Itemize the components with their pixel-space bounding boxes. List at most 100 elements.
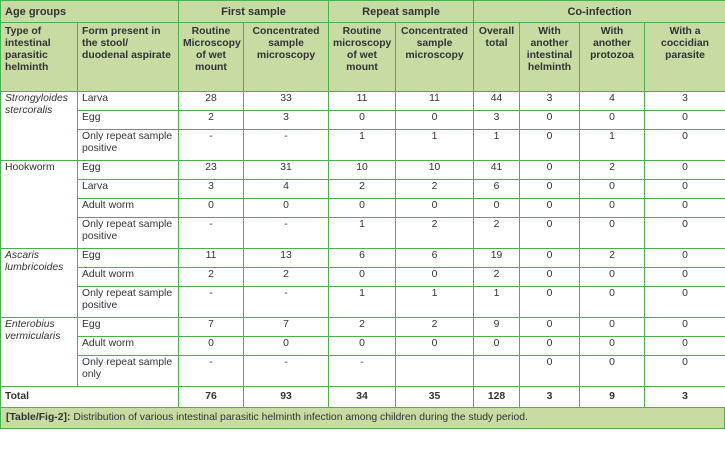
value-cell: 0 (519, 160, 580, 180)
value-cell: 2 (579, 248, 645, 268)
value-cell: 0 (519, 248, 580, 268)
value-cell: 0 (579, 198, 645, 218)
col-concentrated-first: Concentrated sample microscopy (243, 22, 329, 92)
form-cell: Only repeat sample positive (77, 129, 179, 161)
value-cell: 2 (395, 317, 474, 337)
value-cell (473, 355, 520, 387)
value-cell: - (178, 355, 244, 387)
value-cell: 2 (395, 179, 474, 199)
value-cell: 19 (473, 248, 520, 268)
table-row: Only repeat sample only - - -0 0 0 (1, 355, 725, 387)
value-cell: 0 (473, 336, 520, 356)
value-cell: 31 (243, 160, 329, 180)
table-row: Ascaris lumbricoides Egg 11 13 6 6 19 0 2 0 (0, 248, 725, 318)
value-cell: 0 (579, 336, 645, 356)
value-cell: 0 (579, 355, 645, 387)
value-cell: - (178, 286, 244, 318)
helminth-distribution-table: Age groups First sample Repeat sample Co… (0, 0, 725, 408)
value-cell: 0 (519, 286, 580, 318)
value-cell: 0 (519, 110, 580, 130)
table-row: Only repeat sample positive - -1 1 1 0 0 0 (1, 286, 725, 318)
value-cell: 3 (243, 110, 329, 130)
value-cell: 1 (328, 286, 396, 318)
value-cell: - (243, 355, 329, 387)
value-cell: 2 (243, 267, 329, 287)
form-cell: Only repeat sample positive (77, 217, 179, 249)
total-value-cell: 34 (328, 386, 396, 408)
value-cell: 3 (643, 91, 725, 111)
value-cell: 0 (328, 336, 396, 356)
value-cell: 0 (519, 129, 580, 161)
organism-cell: Strongyloides stercoralis (0, 91, 78, 161)
table-row: Only repeat sample positive - -1 2 2 0 0 0 (1, 217, 725, 249)
value-cell: 11 (328, 91, 396, 111)
total-row: Total 76 93 34 35 128 3 9 3 (0, 386, 725, 408)
value-cell: 0 (643, 179, 725, 199)
value-cell: 0 (643, 198, 725, 218)
value-cell: 1 (395, 286, 474, 318)
value-cell: 0 (328, 267, 396, 287)
value-cell: 3 (178, 179, 244, 199)
value-cell: 2 (579, 160, 645, 180)
value-cell: 7 (178, 317, 244, 337)
caption-text: Distribution of various intestinal paras… (70, 412, 528, 423)
form-cell: Only repeat sample positive (77, 286, 179, 318)
value-cell: 3 (473, 110, 520, 130)
caption-label: [Table/Fig-2]: (6, 412, 71, 423)
form-cell: Egg (77, 160, 179, 180)
table-row: Enterobius vermicularis Egg 7 7 2 2 9 0 0 0 (0, 317, 725, 387)
table-row: Strongyloides stercoralis Larva 28 33 11 11 44… (0, 91, 725, 161)
form-cell: Egg (77, 248, 179, 268)
header-age-groups: Age groups (0, 0, 179, 23)
value-cell: 0 (643, 129, 725, 161)
col-form: Form present in the stool/ duodenal aspi… (77, 22, 179, 92)
value-cell: 44 (473, 91, 520, 111)
table-row: Adult worm 2 2 0 0 2 0 0 0 (1, 267, 725, 287)
value-cell: 0 (395, 336, 474, 356)
value-cell: 0 (643, 110, 725, 130)
value-cell: 0 (643, 248, 725, 268)
value-cell: 0 (643, 160, 725, 180)
col-overall-total: Overall total (473, 22, 520, 92)
value-cell: 0 (643, 336, 725, 356)
value-cell: 0 (178, 336, 244, 356)
value-cell: 0 (328, 110, 396, 130)
table-row: Only repeat sample positive - -1 1 1 0 1 0 (1, 129, 725, 161)
col-with-protozoa: With another protozoa (579, 22, 645, 92)
value-cell: 3 (519, 91, 580, 111)
value-cell: 0 (243, 336, 329, 356)
value-cell: 2 (178, 267, 244, 287)
value-cell: 1 (328, 217, 396, 249)
table-row: Egg 2 3 0 0 3 0 0 0 (1, 110, 725, 130)
table-row: Adult worm 0 0 0 0 0 0 0 0 (1, 198, 725, 218)
value-cell: 2 (395, 217, 474, 249)
col-with-helminth: With another intestinal helminth (519, 22, 580, 92)
value-cell: 2 (473, 217, 520, 249)
total-value-cell: 76 (178, 386, 244, 408)
value-cell: 0 (579, 267, 645, 287)
value-cell: - (243, 129, 329, 161)
form-cell: Egg (77, 317, 179, 337)
form-cell: Egg (77, 110, 179, 130)
header-row-columns: Type of intestinal parasitic helminth Fo… (0, 22, 725, 92)
organism-cell: Hookworm (0, 160, 78, 249)
value-cell: 0 (519, 198, 580, 218)
value-cell: 0 (579, 317, 645, 337)
header-repeat-sample: Repeat sample (328, 0, 474, 23)
total-value-cell: 9 (579, 386, 645, 408)
value-cell: 2 (178, 110, 244, 130)
value-cell: 0 (519, 317, 580, 337)
value-cell: 33 (243, 91, 329, 111)
value-cell: 6 (395, 248, 474, 268)
value-cell: 2 (328, 317, 396, 337)
col-type: Type of intestinal parasitic helminth (0, 22, 78, 92)
form-cell: Adult worm (77, 336, 179, 356)
table-caption: [Table/Fig-2]: Distribution of various i… (0, 408, 725, 429)
col-with-coccidian: With a coccidian parasite (643, 22, 725, 92)
value-cell: 11 (395, 91, 474, 111)
value-cell: 0 (395, 198, 474, 218)
value-cell: - (328, 355, 396, 387)
value-cell: 0 (643, 217, 725, 249)
value-cell: 1 (395, 129, 474, 161)
col-routine-first: Routine Microscopy of wet mount (178, 22, 244, 92)
